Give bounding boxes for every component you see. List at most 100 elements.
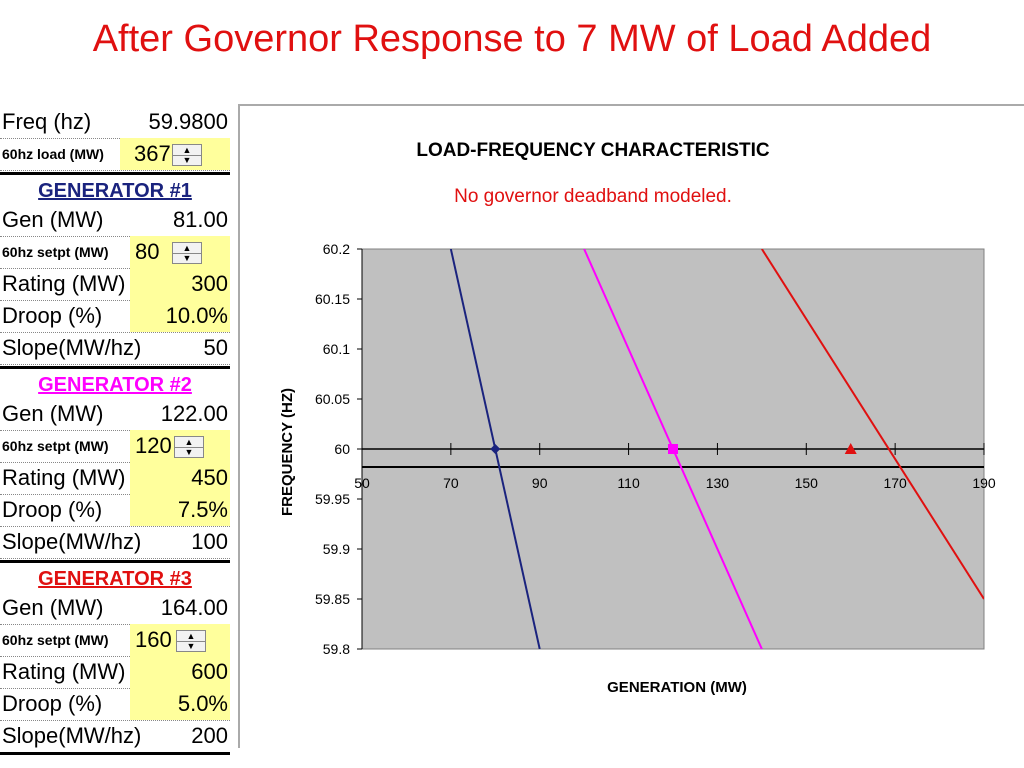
gen2-droop-label: Droop (%) bbox=[2, 497, 103, 522]
gen1-droop-cell[interactable] bbox=[130, 300, 230, 332]
x-tick-label: 150 bbox=[795, 475, 819, 491]
gen3-setpoint-row: 60hz setpt (MW) 160 ▲ ▼ bbox=[0, 624, 230, 657]
gen2-setpoint-spinner[interactable]: ▲ ▼ bbox=[174, 436, 204, 458]
gen3-setpoint-spinner[interactable]: ▲ ▼ bbox=[176, 630, 206, 652]
generator-1-header: GENERATOR #1 bbox=[0, 172, 230, 204]
gen1-slope-row: Slope(MW/hz) 50 bbox=[0, 332, 230, 365]
y-tick-label: 60.15 bbox=[315, 291, 350, 307]
marker-gen-1 bbox=[490, 444, 501, 454]
x-tick-label: 190 bbox=[972, 475, 996, 491]
gen2-slope-row: Slope(MW/hz) 100 bbox=[0, 526, 230, 559]
gen1-output-label: Gen (MW) bbox=[2, 207, 104, 232]
gen3-output-row: Gen (MW) 164.00 bbox=[0, 592, 230, 625]
generator-3-header: GENERATOR #3 bbox=[0, 560, 230, 592]
gen2-rating-row: Rating (MW) 450 bbox=[0, 462, 230, 495]
chart-title: LOAD-FREQUENCY CHARACTERISTIC bbox=[416, 140, 770, 161]
load-spinner[interactable]: ▲ ▼ bbox=[172, 144, 202, 166]
x-tick-label: 170 bbox=[883, 475, 907, 491]
spin-down-icon[interactable]: ▼ bbox=[182, 253, 192, 263]
gen1-rating-row: Rating (MW) 300 bbox=[0, 268, 230, 301]
y-tick-label: 59.8 bbox=[323, 641, 350, 657]
gen3-slope-value: 200 bbox=[191, 723, 228, 748]
gen3-droop-cell[interactable] bbox=[130, 688, 230, 720]
gen2-slope-value: 100 bbox=[191, 529, 228, 554]
y-tick-label: 60.1 bbox=[323, 341, 350, 357]
load-value[interactable]: 367 bbox=[134, 141, 171, 166]
generator-2-header: GENERATOR #2 bbox=[0, 366, 230, 398]
spin-down-icon[interactable]: ▼ bbox=[182, 155, 192, 165]
gen3-output-value: 164.00 bbox=[160, 595, 228, 620]
gen1-setpoint-row: 60hz setpt (MW) 80 ▲ ▼ bbox=[0, 236, 230, 269]
gen2-rating-label: Rating (MW) bbox=[2, 465, 126, 490]
gen2-output-row: Gen (MW) 122.00 bbox=[0, 398, 230, 431]
gen1-droop-row: Droop (%) 10.0% bbox=[0, 300, 230, 333]
gen2-rating-cell[interactable] bbox=[130, 462, 230, 494]
spin-up-icon[interactable]: ▲ bbox=[175, 437, 203, 448]
gen1-output-value: 81.00 bbox=[172, 207, 228, 232]
gen1-setpoint-label: 60hz setpt (MW) bbox=[2, 244, 109, 260]
y-tick-label: 60 bbox=[334, 441, 350, 457]
gen3-rating-row: Rating (MW) 600 bbox=[0, 656, 230, 689]
gen1-rating-cell[interactable] bbox=[130, 268, 230, 300]
gen1-slope-value: 50 bbox=[203, 335, 228, 360]
gen2-setpoint-row: 60hz setpt (MW) 120 ▲ ▼ bbox=[0, 430, 230, 463]
gen2-output-label: Gen (MW) bbox=[2, 401, 104, 426]
gen1-rating-label: Rating (MW) bbox=[2, 271, 126, 296]
gen2-output-value: 122.00 bbox=[160, 401, 228, 426]
gen1-setpoint-value[interactable]: 80 bbox=[135, 239, 160, 264]
y-axis-label: FREQUENCY (HZ) bbox=[279, 388, 296, 516]
gen1-setpoint-spinner[interactable]: ▲ ▼ bbox=[172, 242, 202, 264]
spin-up-icon[interactable]: ▲ bbox=[177, 631, 205, 642]
freq-value: 59.9800 bbox=[148, 109, 228, 134]
gen3-setpoint-label: 60hz setpt (MW) bbox=[2, 632, 109, 648]
spin-up-icon[interactable]: ▲ bbox=[173, 145, 201, 156]
gen2-setpoint-label: 60hz setpt (MW) bbox=[2, 438, 109, 454]
freq-row: Freq (hz) 59.9800 bbox=[0, 106, 230, 139]
x-tick-label: 70 bbox=[443, 475, 459, 491]
gen1-rating-value[interactable]: 300 bbox=[191, 271, 228, 296]
series-line-gen-3 bbox=[761, 249, 984, 600]
gen2-slope-label: Slope(MW/hz) bbox=[2, 529, 142, 554]
gen1-output-row: Gen (MW) 81.00 bbox=[0, 204, 230, 237]
generator-panel: Freq (hz) 59.9800 60hz load (MW) 367 ▲ ▼… bbox=[0, 106, 232, 755]
x-tick-label: 50 bbox=[354, 475, 370, 491]
gen3-rating-cell[interactable] bbox=[130, 656, 230, 688]
gen3-rating-label: Rating (MW) bbox=[2, 659, 126, 684]
gen1-slope-label: Slope(MW/hz) bbox=[2, 335, 142, 360]
x-tick-label: 110 bbox=[617, 475, 640, 491]
gen3-setpoint-value[interactable]: 160 bbox=[135, 627, 172, 652]
x-tick-label: 130 bbox=[706, 475, 730, 491]
gen3-rating-value[interactable]: 600 bbox=[191, 659, 228, 684]
gen3-slope-label: Slope(MW/hz) bbox=[2, 723, 142, 748]
x-axis-label: GENERATION (MW) bbox=[607, 679, 747, 696]
chart-subtitle: No governor deadband modeled. bbox=[454, 186, 732, 207]
gen3-droop-label: Droop (%) bbox=[2, 691, 103, 716]
gen3-slope-row: Slope(MW/hz) 200 bbox=[0, 720, 230, 755]
gen2-droop-row: Droop (%) 7.5% bbox=[0, 494, 230, 527]
y-tick-label: 59.9 bbox=[323, 541, 350, 557]
gen2-rating-value[interactable]: 450 bbox=[191, 465, 228, 490]
spin-down-icon[interactable]: ▼ bbox=[186, 641, 196, 651]
chart-frame: LOAD-FREQUENCY CHARACTERISTIC No governo… bbox=[238, 104, 1024, 748]
load-row: 60hz load (MW) 367 ▲ ▼ bbox=[0, 138, 230, 171]
gen1-droop-value[interactable]: 10.0% bbox=[165, 303, 228, 328]
slide-title: After Governor Response to 7 MW of Load … bbox=[92, 18, 932, 60]
freq-label: Freq (hz) bbox=[2, 109, 92, 134]
x-tick-label: 90 bbox=[532, 475, 548, 491]
gen3-droop-row: Droop (%) 5.0% bbox=[0, 688, 230, 721]
marker-gen-3 bbox=[844, 443, 857, 454]
load-label: 60hz load (MW) bbox=[2, 146, 104, 162]
y-tick-label: 60.2 bbox=[323, 241, 350, 257]
gen2-droop-cell[interactable] bbox=[130, 494, 230, 526]
gen2-setpoint-value[interactable]: 120 bbox=[135, 433, 172, 458]
gen1-droop-label: Droop (%) bbox=[2, 303, 103, 328]
gen2-droop-value[interactable]: 7.5% bbox=[177, 497, 228, 522]
load-frequency-chart: LOAD-FREQUENCY CHARACTERISTIC No governo… bbox=[279, 140, 996, 696]
gen3-droop-value[interactable]: 5.0% bbox=[177, 691, 228, 716]
y-tick-label: 59.95 bbox=[315, 491, 350, 507]
marker-gen-2 bbox=[668, 444, 678, 454]
gen3-output-label: Gen (MW) bbox=[2, 595, 104, 620]
y-tick-label: 60.05 bbox=[315, 391, 350, 407]
spin-up-icon[interactable]: ▲ bbox=[173, 243, 201, 254]
spin-down-icon[interactable]: ▼ bbox=[184, 447, 194, 457]
